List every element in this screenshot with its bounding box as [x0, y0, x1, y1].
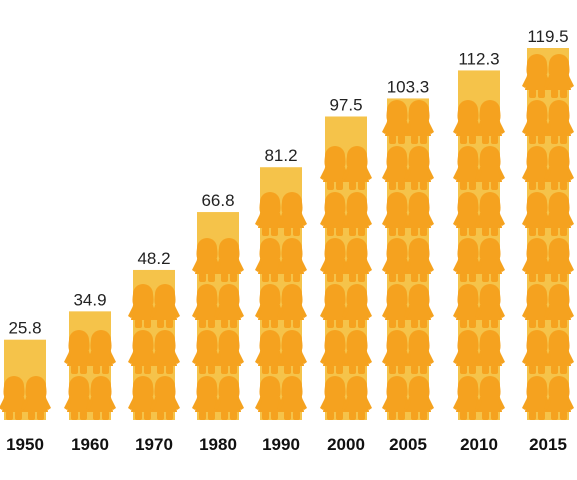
bar-group-1950: 25.8 1950 — [0, 319, 51, 454]
bar-group-1960: 34.9 1960 — [64, 290, 116, 454]
category-label: 2010 — [460, 435, 498, 454]
value-label: 112.3 — [458, 49, 499, 68]
value-label: 97.5 — [329, 95, 362, 114]
bar-group-2000: 97.5 2000 — [320, 95, 372, 454]
bar-group-2005: 103.3 2005 — [382, 77, 434, 454]
value-label: 81.2 — [264, 146, 297, 165]
value-label: 48.2 — [137, 249, 170, 268]
category-label: 1980 — [199, 435, 237, 454]
category-label: 2005 — [389, 435, 427, 454]
bar-group-1980: 66.8 1980 — [192, 191, 244, 454]
bar-group-2010: 112.3 2010 — [453, 49, 505, 454]
category-label: 1990 — [262, 435, 300, 454]
category-label: 2015 — [529, 435, 567, 454]
bar-group-1970: 48.2 1970 — [128, 249, 180, 454]
category-label: 2000 — [327, 435, 365, 454]
bar-group-1990: 81.2 1990 — [255, 146, 307, 454]
category-label: 1960 — [71, 435, 109, 454]
bar-group-2015: 119.5 2015 — [522, 27, 574, 454]
value-label: 25.8 — [8, 319, 41, 338]
value-label: 66.8 — [201, 191, 234, 210]
category-label: 1950 — [6, 435, 44, 454]
value-label: 34.9 — [73, 290, 106, 309]
value-label: 119.5 — [527, 27, 568, 46]
category-label: 1970 — [135, 435, 173, 454]
value-label: 103.3 — [387, 77, 430, 96]
